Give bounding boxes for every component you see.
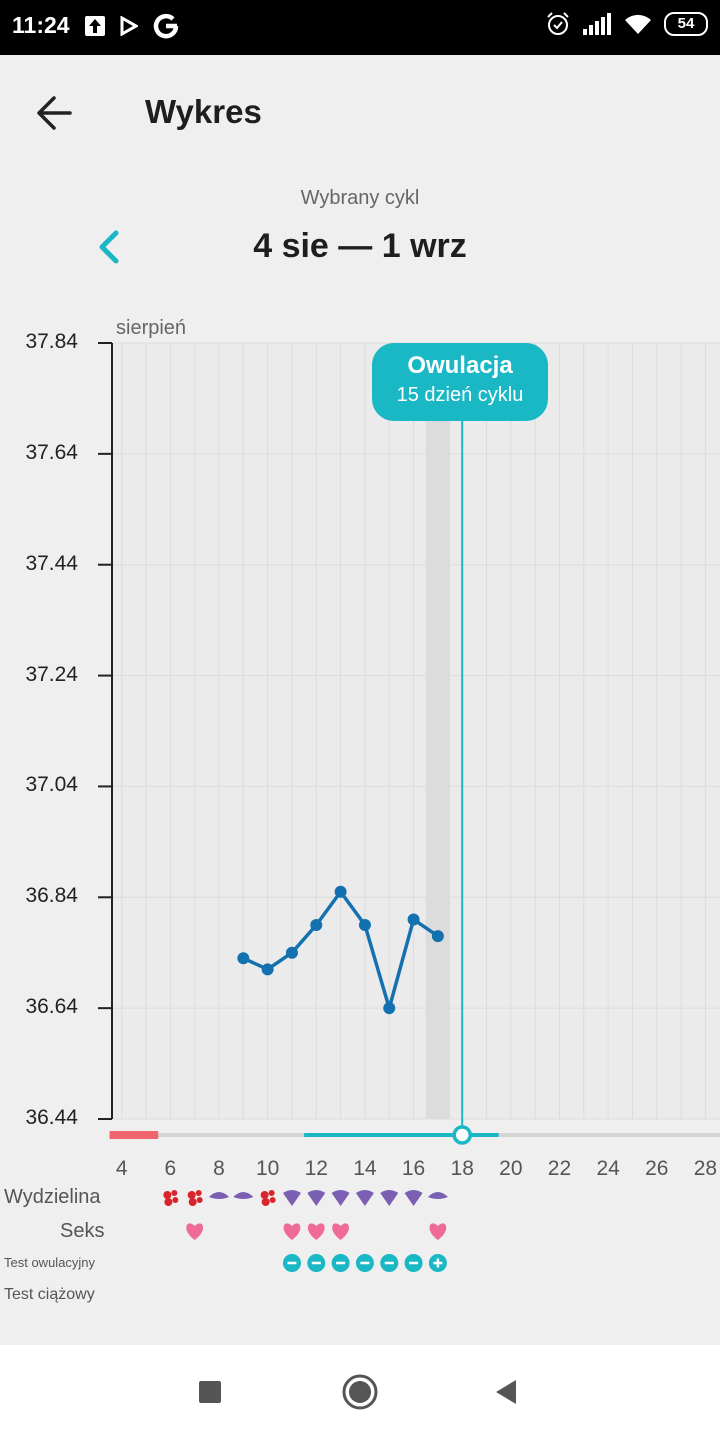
google-icon <box>153 13 179 39</box>
signal-icon <box>583 13 611 35</box>
status-time: 11:24 <box>12 12 70 38</box>
watery-discharge-icon <box>355 1190 374 1206</box>
ovulation-badge[interactable]: Owulacja 15 dzień cyklu <box>372 343 548 421</box>
pregnancy-test-row-label: Test ciążowy <box>4 1286 95 1303</box>
x-tick-label: 24 <box>596 1157 620 1180</box>
sex-row-label: Seks <box>60 1220 105 1242</box>
discharge-row-label: Wydzielina <box>4 1186 101 1208</box>
arrow-left-icon <box>37 96 72 130</box>
y-tick-label: 37.84 <box>25 330 78 353</box>
x-tick-label: 16 <box>401 1157 426 1180</box>
y-tick-label: 37.44 <box>25 551 78 575</box>
temperature-point <box>334 885 347 898</box>
creamy-discharge-icon <box>427 1192 448 1199</box>
back-nav-icon <box>496 1380 516 1404</box>
home-button[interactable] <box>335 1367 385 1417</box>
x-tick-label: 12 <box>304 1157 328 1180</box>
cycle-range: 4 sie — 1 wrz <box>253 227 467 265</box>
x-tick-label: 22 <box>547 1157 572 1180</box>
ovulation-subtitle: 15 dzień cyklu <box>396 384 524 406</box>
watery-discharge-icon <box>331 1190 350 1206</box>
x-tick-label: 4 <box>115 1157 128 1180</box>
temperature-chart[interactable] <box>0 0 720 1345</box>
temperature-point <box>358 919 371 931</box>
heart-icon <box>332 1223 350 1240</box>
upload-icon <box>85 16 105 36</box>
y-tick-label: 37.24 <box>25 662 78 686</box>
heart-icon <box>283 1223 301 1240</box>
x-tick-label: 8 <box>213 1157 225 1180</box>
y-tick-label: 36.44 <box>25 1106 78 1129</box>
app-bar: Wykres <box>0 55 720 170</box>
temperature-point <box>407 913 420 926</box>
ovulation-test-row-label: Test owulacyjny <box>4 1255 96 1270</box>
temperature-point <box>383 1002 396 1015</box>
previous-cycle-button[interactable] <box>92 227 132 267</box>
creamy-discharge-icon <box>233 1192 254 1199</box>
status-bar: 11:24 54 <box>0 0 720 55</box>
ovulation-title: Owulacja <box>407 352 513 379</box>
recents-button[interactable] <box>185 1367 235 1417</box>
temperature-point <box>237 952 250 965</box>
temperature-point <box>285 946 298 959</box>
creamy-discharge-icon <box>209 1192 230 1199</box>
temperature-point <box>261 963 274 976</box>
heart-icon <box>429 1223 447 1240</box>
chevron-left-icon <box>99 230 119 264</box>
x-tick-label: 6 <box>164 1157 177 1180</box>
temperature-point <box>310 919 323 931</box>
x-tick-label: 18 <box>450 1157 474 1180</box>
x-tick-label: 28 <box>693 1157 718 1180</box>
ovulation-marker <box>452 1125 472 1145</box>
back-button[interactable] <box>30 87 82 139</box>
x-tick-label: 10 <box>255 1157 280 1180</box>
heart-icon <box>186 1223 204 1240</box>
month-label: sierpień <box>116 317 187 339</box>
y-tick-label: 36.84 <box>25 884 78 908</box>
wifi-icon <box>625 14 651 34</box>
blood-discharge-icon <box>163 1190 179 1206</box>
watery-discharge-icon <box>282 1190 301 1206</box>
watery-discharge-icon <box>380 1190 399 1206</box>
recents-icon <box>199 1381 221 1403</box>
watery-discharge-icon <box>404 1190 423 1206</box>
x-tick-label: 26 <box>645 1157 669 1180</box>
x-tick-label: 14 <box>353 1157 377 1180</box>
blood-discharge-icon <box>187 1190 203 1206</box>
plot-area <box>112 343 720 1119</box>
page-title: Wykres <box>145 93 262 130</box>
y-tick-label: 36.64 <box>25 995 78 1019</box>
watery-discharge-icon <box>307 1190 326 1206</box>
x-tick-label: 20 <box>499 1157 523 1180</box>
y-tick-label: 37.04 <box>25 773 78 797</box>
play-store-icon <box>120 16 138 36</box>
y-tick-label: 37.64 <box>25 440 78 464</box>
battery-icon: 54 <box>664 12 708 36</box>
navigation-bar <box>0 1345 720 1440</box>
alarm-icon <box>547 12 569 35</box>
temperature-point <box>431 930 444 943</box>
blood-discharge-icon <box>260 1190 276 1206</box>
heart-icon <box>307 1223 325 1240</box>
back-nav-button[interactable] <box>482 1367 532 1417</box>
home-icon <box>342 1374 378 1410</box>
cycle-caption: Wybrany cykl <box>300 187 420 209</box>
